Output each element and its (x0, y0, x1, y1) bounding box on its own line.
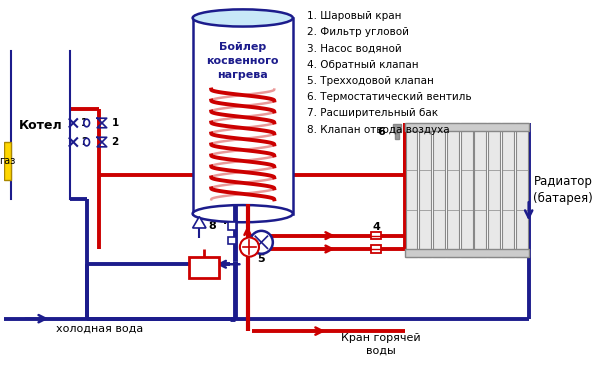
Ellipse shape (193, 9, 293, 27)
Text: 2: 2 (112, 137, 119, 147)
Bar (475, 123, 487, 257)
Bar (393, 124, 401, 132)
Text: 7. Расширительный бак: 7. Расширительный бак (307, 108, 439, 118)
Bar (502, 123, 514, 257)
Bar (229, 237, 236, 244)
Text: 4. Обратный клапан: 4. Обратный клапан (307, 60, 419, 70)
Text: Бойлер
косвенного
нагрева: Бойлер косвенного нагрева (206, 42, 279, 80)
Text: 5: 5 (257, 253, 265, 263)
Text: холодная вода: холодная вода (56, 323, 143, 333)
Bar (404, 249, 529, 257)
Ellipse shape (84, 119, 89, 127)
Bar (461, 123, 473, 257)
Bar (371, 245, 380, 253)
Text: 1: 1 (112, 118, 119, 128)
Bar (395, 134, 399, 139)
Text: 4: 4 (373, 222, 381, 232)
Text: 8. Клапан отвода воздуха: 8. Клапан отвода воздуха (307, 125, 450, 135)
Text: 1: 1 (81, 118, 88, 128)
Text: 4: 4 (220, 216, 227, 226)
Text: Кран горячей
воды: Кран горячей воды (341, 333, 421, 356)
Text: 3: 3 (258, 237, 265, 247)
Text: 6: 6 (377, 127, 385, 137)
Bar (419, 123, 431, 257)
Bar (433, 123, 445, 257)
Text: 6. Термостатический вентиль: 6. Термостатический вентиль (307, 92, 472, 102)
Text: 1. Шаровый кран: 1. Шаровый кран (307, 11, 401, 21)
Ellipse shape (240, 237, 259, 257)
Bar (447, 123, 459, 257)
Ellipse shape (193, 205, 293, 222)
Ellipse shape (250, 231, 273, 254)
Bar (404, 123, 529, 131)
Bar (229, 222, 236, 230)
Text: 2: 2 (81, 137, 88, 147)
Text: Котел: Котел (19, 119, 62, 132)
Bar (189, 257, 220, 278)
Text: 7: 7 (200, 260, 208, 274)
Text: 5. Трехходовой клапан: 5. Трехходовой клапан (307, 76, 434, 86)
Bar (371, 232, 380, 239)
Bar (193, 18, 293, 214)
Ellipse shape (84, 138, 89, 146)
Text: газ: газ (0, 156, 16, 166)
Text: 2. Фильтр угловой: 2. Фильтр угловой (307, 27, 409, 37)
Text: 8: 8 (209, 221, 217, 231)
Bar (406, 123, 418, 257)
Bar (4, 142, 11, 180)
Polygon shape (193, 217, 206, 228)
Text: Радиатор
(батарея): Радиатор (батарея) (533, 175, 593, 205)
Bar (516, 123, 528, 257)
Bar (488, 123, 500, 257)
Text: 3. Насос водяной: 3. Насос водяной (307, 43, 402, 53)
